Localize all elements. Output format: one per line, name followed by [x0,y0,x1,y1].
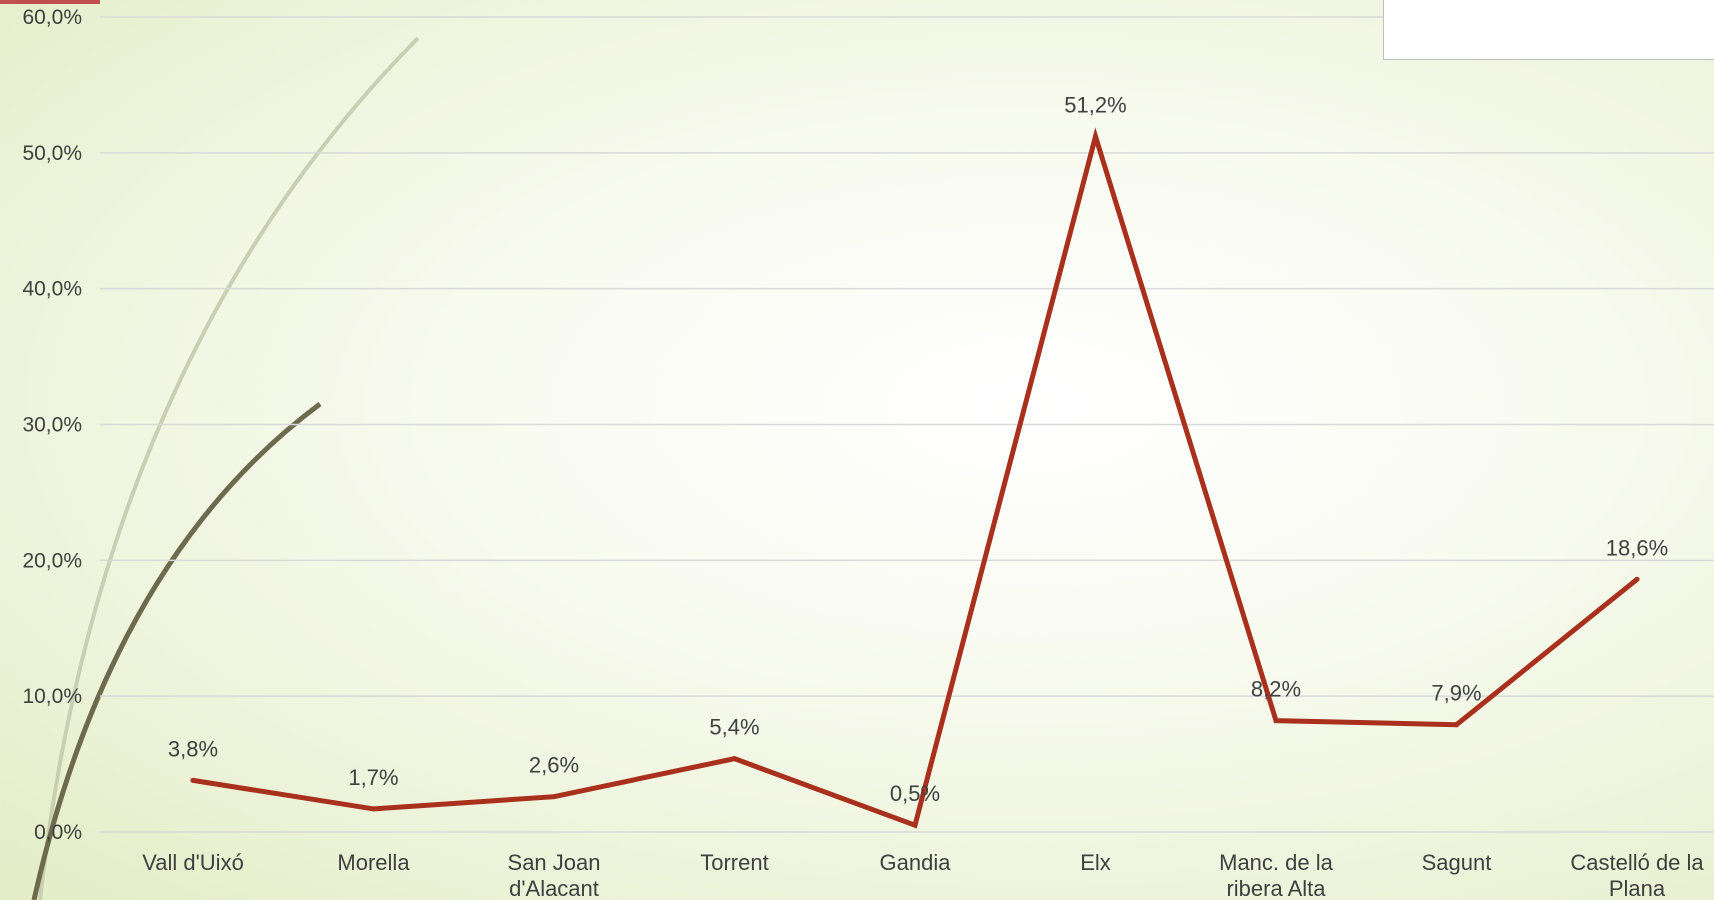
y-tick-label: 60,0% [22,6,82,29]
x-category-label-line: Torrent [700,850,768,875]
data-label: 2,6% [529,753,579,778]
data-labels: 3,8% 1,7% 2,6% 5,4% 0,5% 51,2% 8,2% 7,9% 18,6% [168,93,1668,807]
data-label: 8,2% [1251,677,1301,702]
x-category-label-line: ribera Alta [1226,876,1326,900]
decorative-arc-dark [31,401,322,900]
x-category-label-line: Morella [337,850,410,875]
x-category-label-line: d'Alacant [509,876,599,900]
y-tick-label: 50,0% [22,142,82,165]
legend-box [1383,0,1714,60]
x-category-label-line: Manc. de la [1219,850,1333,875]
x-category-label-line: Gandia [880,850,952,875]
y-tick-label: 0,0% [34,821,82,844]
x-category-label: Morella [337,850,410,875]
x-category-label: San Joan d'Alacant [508,850,601,900]
x-category-label: Elx [1080,850,1111,875]
x-category-label-line: Sagunt [1422,850,1492,875]
data-point [732,756,737,762]
series-line [190,127,1640,829]
data-label: 7,9% [1431,681,1481,706]
x-category-label-line: Vall d'Uixó [142,850,244,875]
x-category-label-line: San Joan [508,850,601,875]
x-category-label: Manc. de la ribera Alta [1219,850,1333,900]
data-point [1454,722,1459,728]
y-axis-tick-labels: 0,0% 10,0% 20,0% 30,0% 40,0% 50,0% 60,0% [22,6,82,844]
x-category-label: Castelló de la Plana [1570,850,1704,900]
y-tick-label: 30,0% [22,414,82,437]
data-label: 3,8% [168,736,218,761]
x-axis-category-labels: Vall d'Uixó Morella San Joan d'Alacant Torre… [142,850,1704,900]
gridlines [100,16,1714,833]
x-category-label-line: Castelló de la [1570,850,1704,875]
decorative-arc-light [38,36,420,900]
data-point [1093,134,1098,140]
y-tick-label: 10,0% [22,685,82,708]
data-label: 5,4% [709,715,759,740]
background-decoration [0,0,420,900]
x-category-label: Torrent [700,850,768,875]
data-point [551,794,557,800]
data-point [912,822,918,828]
corner-accent-bar [0,0,100,4]
y-tick-label: 40,0% [22,278,82,301]
x-category-label: Sagunt [1422,850,1492,875]
data-point [190,777,196,783]
data-point [371,806,376,812]
data-point [1273,718,1279,724]
data-label: 51,2% [1064,93,1126,118]
x-category-label: Vall d'Uixó [142,850,244,875]
x-category-label: Gandia [880,850,952,875]
data-label: 1,7% [348,765,398,790]
data-label: 0,5% [890,781,940,806]
y-tick-label: 20,0% [22,549,82,572]
x-category-label-line: Plana [1609,876,1666,900]
data-label: 18,6% [1606,535,1668,560]
data-point [1634,576,1640,582]
series-line-group [190,127,1640,829]
x-category-label-line: Elx [1080,850,1111,875]
